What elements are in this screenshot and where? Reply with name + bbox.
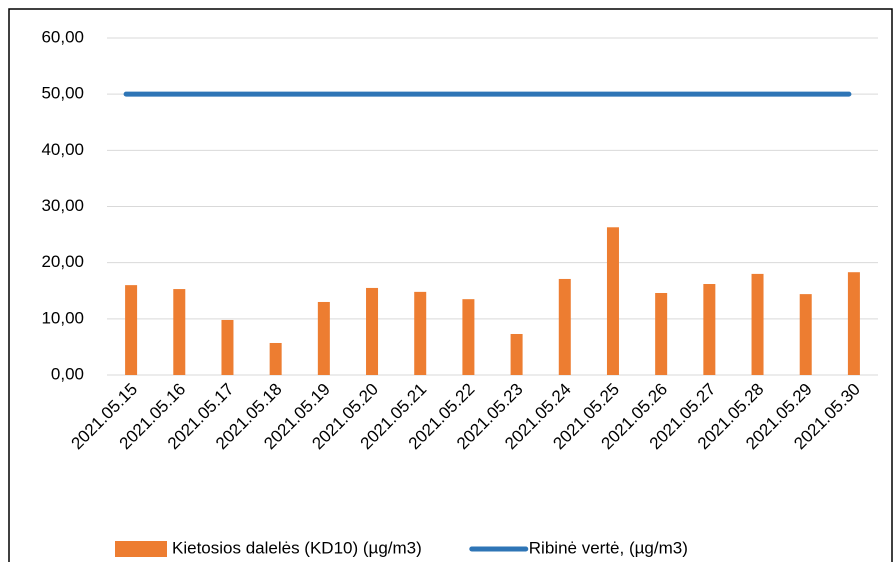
chart-frame bbox=[8, 8, 893, 562]
bar bbox=[703, 284, 716, 375]
bar bbox=[558, 278, 571, 375]
legend-label: Ribinė vertė, (µg/m3) bbox=[529, 538, 688, 557]
bar bbox=[317, 301, 330, 375]
y-tick-label: 60,00 bbox=[41, 27, 84, 46]
bar bbox=[173, 289, 186, 375]
bar bbox=[221, 319, 234, 375]
bar bbox=[510, 333, 523, 375]
y-tick-label: 50,00 bbox=[41, 84, 84, 103]
y-tick-label: 0,00 bbox=[51, 364, 84, 383]
bar bbox=[799, 294, 812, 375]
y-tick-label: 20,00 bbox=[41, 252, 84, 271]
bar bbox=[269, 342, 282, 375]
bar bbox=[125, 285, 138, 375]
legend-label: Kietosios dalelės (KD10) (µg/m3) bbox=[172, 538, 422, 557]
bar bbox=[414, 291, 427, 375]
y-tick-label: 10,00 bbox=[41, 308, 84, 327]
bar bbox=[847, 272, 860, 375]
bar bbox=[462, 299, 475, 375]
bar bbox=[751, 273, 764, 375]
bar bbox=[655, 292, 668, 375]
y-tick-label: 40,00 bbox=[41, 140, 84, 159]
bar bbox=[366, 287, 379, 375]
bar bbox=[606, 227, 619, 375]
y-tick-label: 30,00 bbox=[41, 196, 84, 215]
legend-swatch bbox=[115, 541, 167, 557]
